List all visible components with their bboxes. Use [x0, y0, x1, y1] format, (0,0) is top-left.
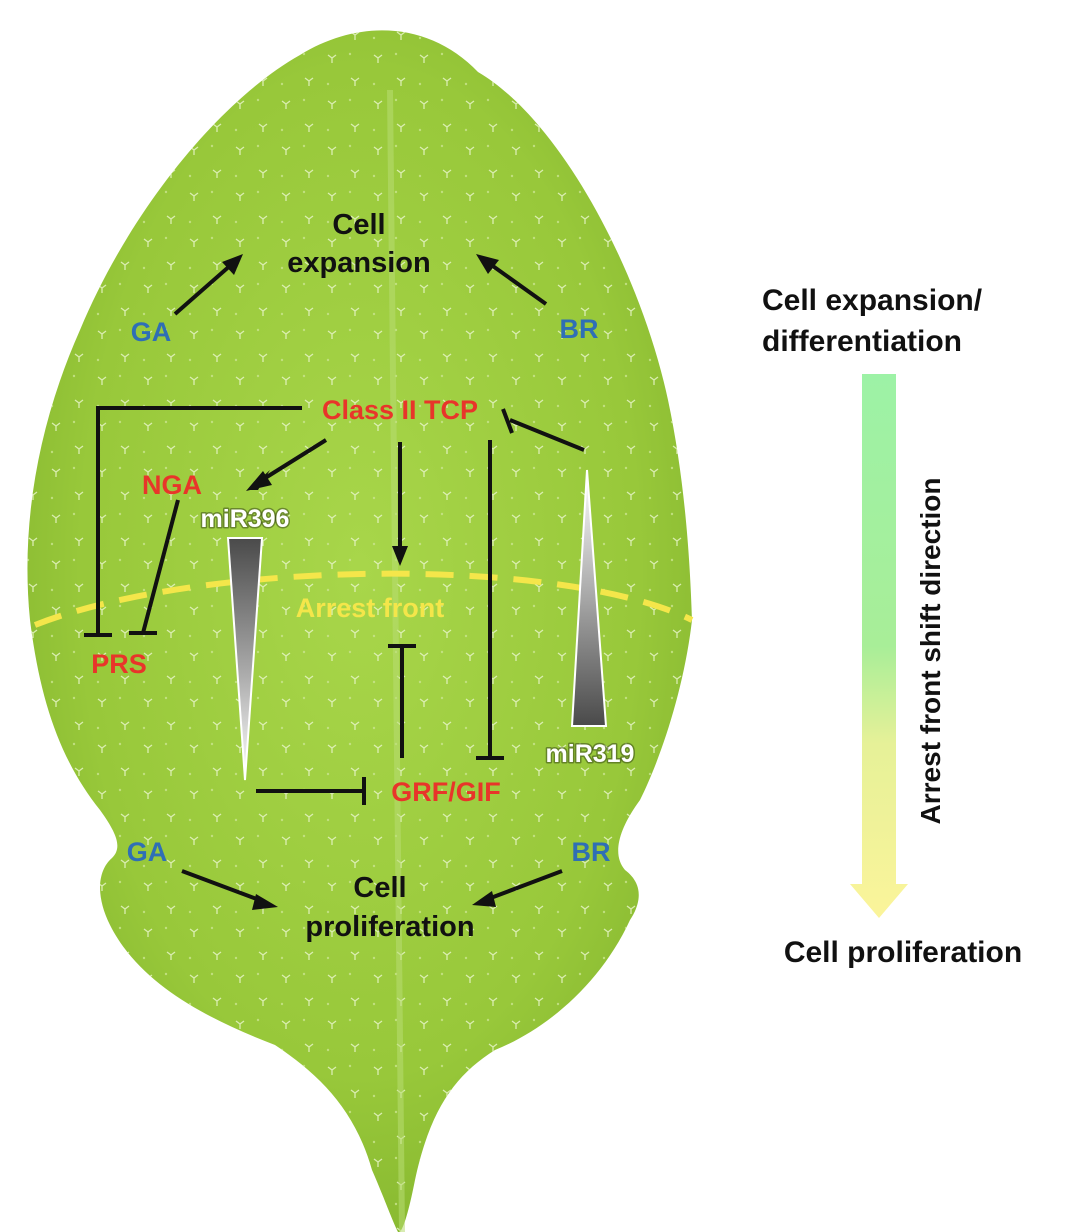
cell-expansion-label-line2: expansion: [287, 247, 430, 279]
leaf-blade: [27, 30, 692, 1232]
cell-proliferation-label-line2: proliferation: [305, 911, 474, 943]
arrest-front-shift-direction-label: Arrest front shift direction: [915, 478, 946, 825]
tcp-inhibits-prs-line: [96, 406, 302, 635]
mir319-inhibits-tcp-line: [509, 418, 585, 452]
br-lower-label: BR: [572, 837, 611, 867]
ga-lower-label: GA: [127, 837, 168, 867]
side-panel: Cell expansion/ differentiation Arrest f…: [762, 284, 1022, 969]
side-top-label-line1: Cell expansion/: [762, 284, 983, 317]
side-bottom-label: Cell proliferation: [784, 936, 1022, 969]
br-to-expansion-arrow: [488, 262, 548, 306]
mir319-gradient-triangle: [570, 469, 608, 727]
arrest-front-line: [33, 570, 694, 628]
br-upper-label: BR: [560, 314, 599, 344]
arrest-front-label: Arrest front: [296, 593, 445, 623]
cell-proliferation-label-line1: Cell: [353, 872, 406, 904]
prs-label: PRS: [91, 649, 147, 679]
nga-inhibits-prs-line: [141, 499, 180, 634]
class-ii-tcp-label: Class II TCP: [322, 395, 478, 425]
nga-label: NGA: [142, 470, 202, 500]
br-to-proliferation-arrow: [487, 869, 563, 901]
mir396-gradient-triangle: [226, 537, 264, 781]
ga-upper-label: GA: [131, 317, 172, 347]
mir319-label: miR319: [546, 740, 635, 768]
arrest-front-shift-arrow: [850, 374, 908, 918]
cell-expansion-label-line1: Cell: [332, 209, 385, 241]
mir396-label: miR396: [201, 505, 290, 533]
side-top-label-line2: differentiation: [762, 325, 962, 358]
grf-gif-label: GRF/GIF: [391, 777, 501, 807]
ga-to-proliferation-arrow: [181, 869, 263, 903]
tcp-to-nga-arrow: [260, 438, 328, 482]
ga-to-expansion-arrow: [173, 262, 234, 316]
